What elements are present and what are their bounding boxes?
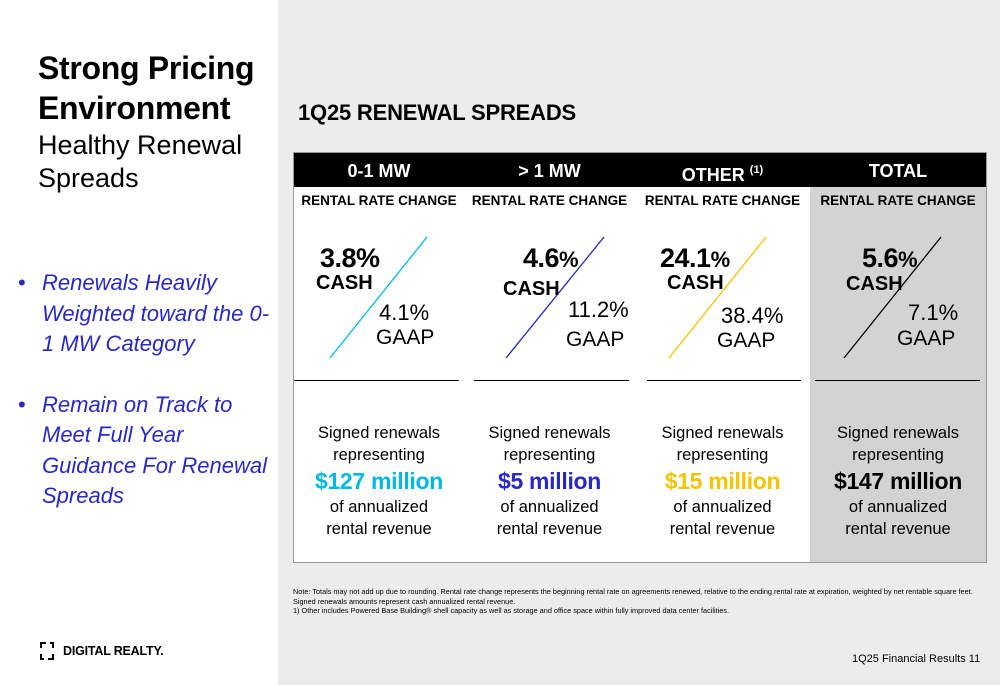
cash-label: CASH xyxy=(503,278,560,300)
diagonal-divider xyxy=(329,236,428,359)
divider-line xyxy=(668,236,767,359)
divider-line xyxy=(843,236,942,359)
diagonal-divider xyxy=(843,236,942,359)
cash-value: 4.6% xyxy=(523,243,579,273)
bullet-mark: • xyxy=(18,270,26,295)
column-header: > 1 MW xyxy=(518,161,581,181)
rental-rate-change-label: RENTAL RATE CHANGE xyxy=(644,193,801,208)
slide-subtitle: Healthy Renewal Spreads xyxy=(38,130,243,193)
renewal-amount: $127 million xyxy=(314,468,444,494)
gaap-label: GAAP xyxy=(376,326,435,349)
footnote-line: Note: Totals may not add up due to round… xyxy=(293,587,973,596)
cash-value: 24.1% xyxy=(660,243,730,273)
bracket-logo-icon xyxy=(40,642,54,660)
section-rule xyxy=(474,380,629,381)
column-header: 0-1 MW xyxy=(347,161,411,181)
section-rule xyxy=(294,380,459,381)
column-total: TOTAL RENTAL RATE CHANGE 5.6% CASH 7.1% … xyxy=(810,153,986,562)
section-rule xyxy=(815,380,980,381)
footnotes: Note: Totals may not add up due to round… xyxy=(293,587,993,616)
renewal-info: Signed renewals representing $147 millio… xyxy=(810,422,986,540)
renewal-spreads-table: 0-1 MW RENTAL RATE CHANGE 3.8% CASH 4.1%… xyxy=(293,152,987,563)
title-line-1: Strong Pricing xyxy=(38,50,255,86)
footnote-line: 1) Other includes Powered Base Building®… xyxy=(293,606,729,616)
bullet-item: • Renewals Heavily Weighted toward the 0-… xyxy=(18,268,278,360)
cash-value: 5.6% xyxy=(862,243,918,273)
renewal-info: Signed renewals representing $15 million… xyxy=(635,422,810,540)
column-header: OTHER (1) xyxy=(681,164,764,185)
gaap-label: GAAP xyxy=(717,329,776,352)
section-rule xyxy=(647,380,801,381)
gaap-value: 7.1% xyxy=(908,300,959,325)
footnote-marker: (1) xyxy=(749,164,764,176)
footnote-line: Signed renewals amounts represent cash a… xyxy=(293,596,516,606)
gaap-value: 38.4% xyxy=(721,303,784,328)
gaap-value: 11.2% xyxy=(568,297,629,322)
slide-title: Strong Pricing Environment Healthy Renew… xyxy=(38,48,273,195)
bullet-item: • Remain on Track to Meet Full Year Guida… xyxy=(18,390,278,512)
gaap-label: GAAP xyxy=(897,327,956,350)
gaap-label: GAAP xyxy=(566,328,625,351)
renewal-amount: $5 million xyxy=(497,468,602,494)
cash-value: 3.8% xyxy=(320,243,380,273)
diagonal-divider xyxy=(668,236,767,359)
renewal-amount: $147 million xyxy=(833,468,963,494)
renewal-info: Signed renewals representing $5 million … xyxy=(464,422,635,540)
logo-text: DIGITAL REALTY. xyxy=(63,644,164,658)
company-logo: DIGITAL REALTY. xyxy=(40,641,164,661)
divider-line xyxy=(329,236,428,359)
column-header: TOTAL xyxy=(810,153,986,187)
left-panel: Strong Pricing Environment Healthy Renew… xyxy=(0,0,278,685)
bullet-mark: • xyxy=(18,391,26,417)
rental-rate-change-label: RENTAL RATE CHANGE xyxy=(820,193,976,208)
column-other: OTHER (1) RENTAL RATE CHANGE 24.1% CASH … xyxy=(635,153,810,562)
renewal-info: Signed renewals representing $127 millio… xyxy=(294,422,464,540)
divider-line xyxy=(505,236,605,359)
cash-label: CASH xyxy=(667,272,724,294)
page-footer: 1Q25 Financial Results 11 xyxy=(852,653,981,665)
rental-rate-change-label: RENTAL RATE CHANGE xyxy=(301,193,457,208)
title-line-2: Environment xyxy=(38,90,231,126)
bullet-text: Renewals Heavily Weighted toward the 0-1… xyxy=(42,270,270,356)
rental-rate-change-label: RENTAL RATE CHANGE xyxy=(471,193,628,208)
column-gt-1-mw: > 1 MW RENTAL RATE CHANGE 4.6% CASH 11.2… xyxy=(464,153,635,562)
cash-label: CASH xyxy=(316,272,373,294)
column-0-1-mw: 0-1 MW RENTAL RATE CHANGE 3.8% CASH 4.1%… xyxy=(294,153,464,562)
renewal-amount: $15 million xyxy=(664,468,781,494)
diagonal-divider xyxy=(505,236,605,359)
section-title: 1Q25 RENEWAL SPREADS xyxy=(298,100,577,125)
gaap-value: 4.1% xyxy=(379,300,430,325)
bullet-list: • Renewals Heavily Weighted toward the 0-… xyxy=(18,268,278,542)
cash-label: CASH xyxy=(846,273,903,295)
bullet-text: Remain on Track to Meet Full Year Guidan… xyxy=(42,391,268,509)
